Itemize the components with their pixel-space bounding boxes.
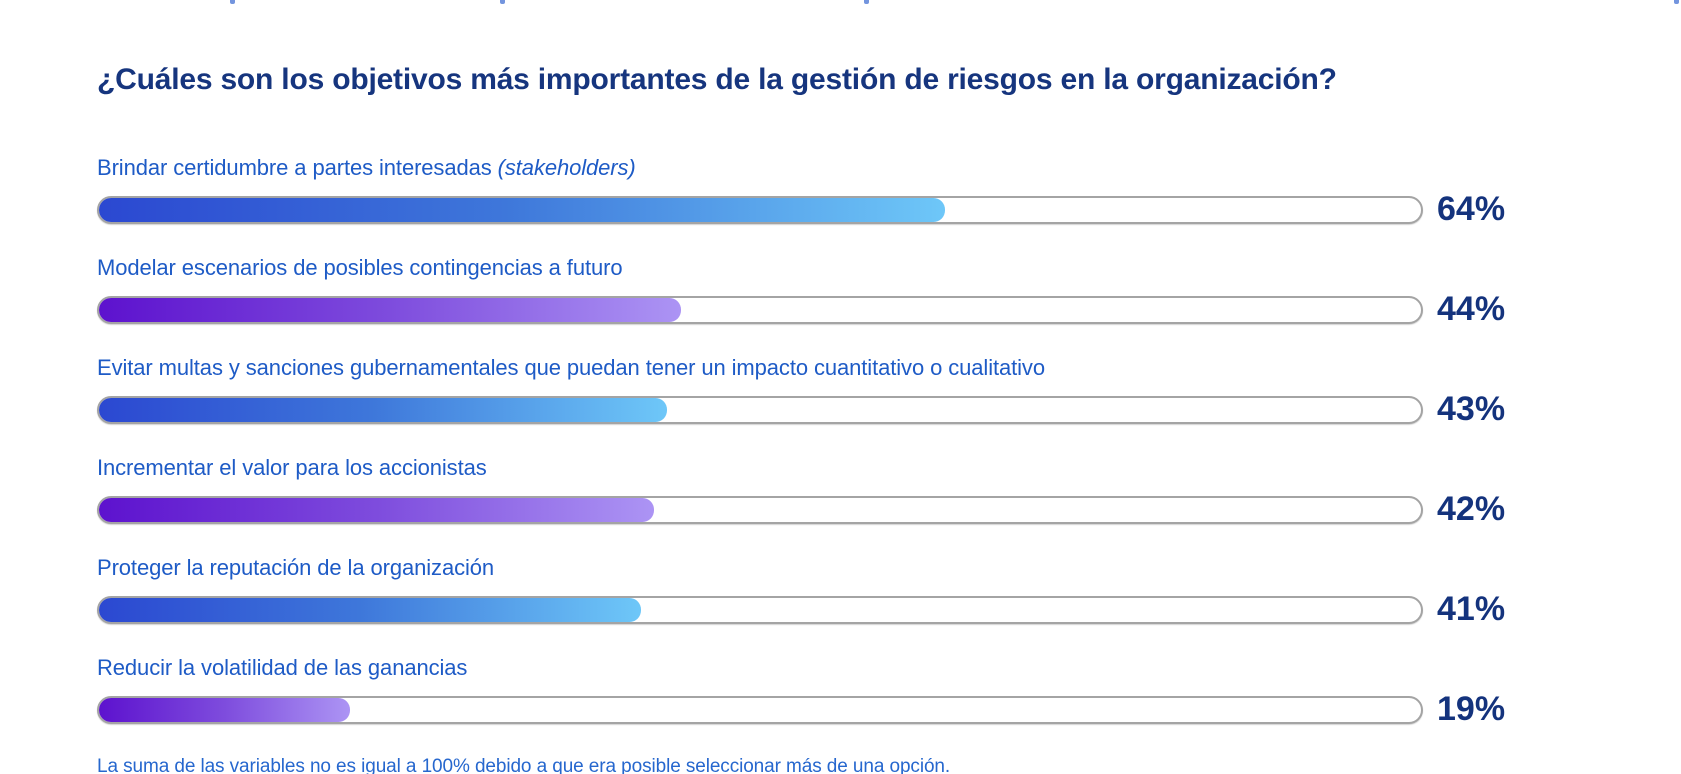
bar-label-text: Reducir la volatilidad de las ganancias: [97, 655, 468, 680]
bar-label: Modelar escenarios de posibles contingen…: [97, 256, 1681, 280]
bar-line: 64%: [97, 190, 1681, 229]
bar-track: [97, 395, 1423, 424]
bar-label-text: Brindar certidumbre a partes interesadas: [97, 155, 492, 180]
bar-chart: Brindar certidumbre a partes interesadas…: [97, 156, 1681, 729]
bar-line: 44%: [97, 290, 1681, 329]
bar-label-text: Modelar escenarios de posibles contingen…: [97, 255, 623, 280]
bar-track: [97, 495, 1423, 524]
bar-line: 42%: [97, 490, 1681, 529]
bar-track: [97, 195, 1423, 224]
bar-label: Reducir la volatilidad de las ganancias: [97, 656, 1681, 680]
bar-line: 43%: [97, 390, 1681, 429]
bar-track: [97, 695, 1423, 724]
bar-fill: [99, 397, 668, 422]
bar-value: 41%: [1437, 590, 1506, 628]
bar-fill: [99, 197, 946, 222]
bar-value: 19%: [1437, 690, 1506, 728]
bar-track: [97, 595, 1423, 624]
bar-label: Brindar certidumbre a partes interesadas…: [97, 156, 1681, 180]
bar-row: Proteger la reputación de la organizació…: [97, 556, 1681, 629]
bar-value: 42%: [1437, 490, 1506, 528]
bar-label: Incrementar el valor para los accionista…: [97, 456, 1681, 480]
bar-row: Brindar certidumbre a partes interesadas…: [97, 156, 1681, 229]
bar-row: Incrementar el valor para los accionista…: [97, 456, 1681, 529]
bar-fill: [99, 597, 642, 622]
bar-row: Evitar multas y sanciones gubernamentale…: [97, 356, 1681, 429]
bar-label: Evitar multas y sanciones gubernamentale…: [97, 356, 1681, 380]
bar-line: 41%: [97, 590, 1681, 629]
bar-row: Modelar escenarios de posibles contingen…: [97, 256, 1681, 329]
bar-value: 44%: [1437, 290, 1506, 328]
bar-row: Reducir la volatilidad de las ganancias …: [97, 656, 1681, 729]
bar-track: [97, 295, 1423, 324]
bar-line: 19%: [97, 690, 1681, 729]
chart-title: ¿Cuáles son los objetivos más importante…: [97, 63, 1337, 96]
bar-label-italic: (stakeholders): [497, 155, 636, 180]
bar-value: 43%: [1437, 390, 1506, 428]
bar-value: 64%: [1437, 190, 1506, 228]
bar-label: Proteger la reputación de la organizació…: [97, 556, 1681, 580]
bar-fill: [99, 497, 655, 522]
chart-footnote: La suma de las variables no es igual a 1…: [97, 756, 951, 774]
bar-label-text: Evitar multas y sanciones gubernamentale…: [97, 355, 1045, 380]
bar-fill: [99, 297, 681, 322]
bar-fill: [99, 697, 351, 722]
bar-label-text: Proteger la reputación de la organizació…: [97, 555, 495, 580]
bar-label-text: Incrementar el valor para los accionista…: [97, 455, 487, 480]
